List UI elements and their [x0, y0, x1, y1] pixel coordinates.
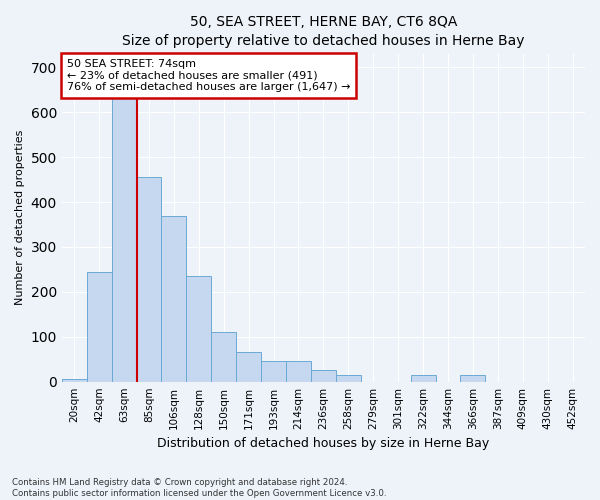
- Bar: [187, 276, 211, 382]
- Bar: [410, 375, 436, 382]
- Bar: [87, 272, 112, 382]
- Bar: [161, 216, 187, 382]
- Bar: [236, 352, 261, 382]
- X-axis label: Distribution of detached houses by size in Herne Bay: Distribution of detached houses by size …: [157, 437, 490, 450]
- Bar: [460, 375, 485, 382]
- Title: 50, SEA STREET, HERNE BAY, CT6 8QA
Size of property relative to detached houses : 50, SEA STREET, HERNE BAY, CT6 8QA Size …: [122, 15, 524, 48]
- Bar: [336, 375, 361, 382]
- Bar: [137, 178, 161, 382]
- Y-axis label: Number of detached properties: Number of detached properties: [15, 130, 25, 306]
- Bar: [211, 332, 236, 382]
- Bar: [286, 362, 311, 382]
- Bar: [311, 370, 336, 382]
- Bar: [62, 380, 87, 382]
- Bar: [112, 94, 137, 382]
- Bar: [261, 362, 286, 382]
- Text: 50 SEA STREET: 74sqm
← 23% of detached houses are smaller (491)
76% of semi-deta: 50 SEA STREET: 74sqm ← 23% of detached h…: [67, 59, 350, 92]
- Text: Contains HM Land Registry data © Crown copyright and database right 2024.
Contai: Contains HM Land Registry data © Crown c…: [12, 478, 386, 498]
